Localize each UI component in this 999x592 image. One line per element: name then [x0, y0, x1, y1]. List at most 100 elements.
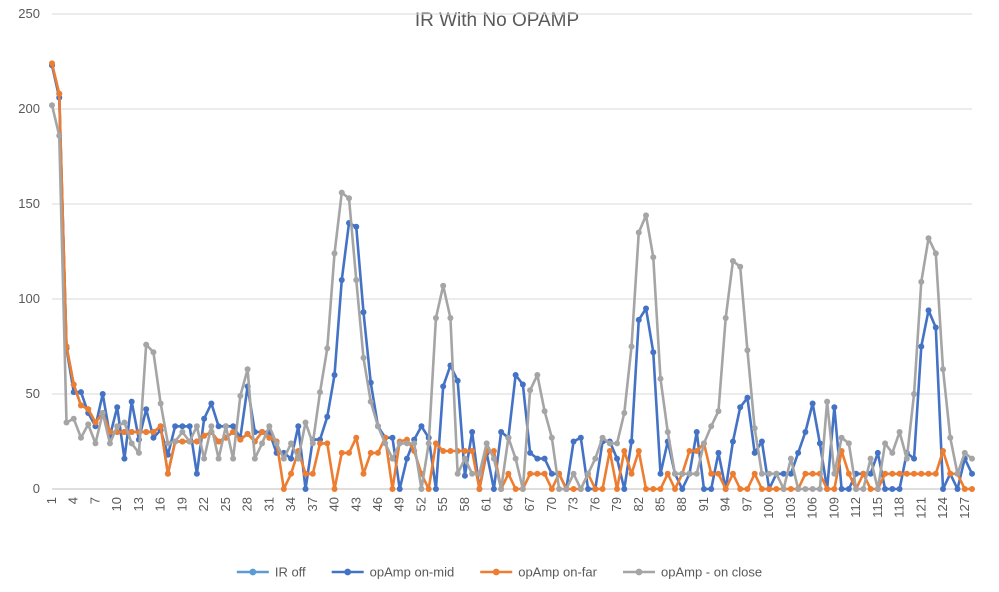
data-point — [519, 486, 526, 492]
data-point — [360, 309, 367, 316]
legend-item: opAmp - on close — [622, 565, 762, 580]
data-point — [947, 434, 954, 441]
data-point — [787, 470, 794, 477]
data-point — [454, 377, 461, 384]
data-point — [729, 470, 736, 477]
data-point — [288, 470, 295, 477]
data-point — [476, 486, 483, 492]
data-point — [773, 470, 780, 477]
legend-marker — [492, 568, 500, 576]
data-point — [758, 470, 765, 477]
data-point — [744, 347, 751, 354]
data-point — [346, 195, 353, 202]
data-point — [317, 440, 324, 447]
data-point — [527, 449, 534, 456]
y-tick-label: 0 — [33, 481, 40, 496]
data-point — [693, 470, 700, 477]
x-tick-label: 112 — [848, 497, 863, 518]
data-point — [606, 440, 613, 447]
data-point — [787, 455, 794, 462]
data-point — [599, 434, 606, 441]
legend: IR off opAmp on-mid opAmp on-far opAmp - on… — [236, 565, 762, 580]
x-tick-label: 7 — [87, 497, 102, 504]
data-point — [534, 470, 541, 477]
x-tick-label: 115 — [870, 497, 885, 518]
data-point — [802, 470, 809, 477]
data-point — [338, 449, 345, 456]
x-tick-label: 43 — [348, 497, 363, 511]
legend-item: IR off — [236, 565, 306, 580]
data-point — [353, 223, 360, 230]
x-tick-label: 91 — [696, 497, 711, 511]
data-point — [548, 434, 555, 441]
data-point — [802, 429, 809, 435]
data-point — [63, 419, 70, 426]
x-tick-label: 37 — [305, 497, 320, 511]
x-tick-label: 109 — [826, 497, 841, 519]
data-point — [215, 438, 222, 445]
data-point — [266, 434, 273, 441]
data-point — [795, 449, 802, 456]
legend-label: opAmp on-mid — [370, 565, 455, 580]
x-tick-label: 94 — [718, 497, 733, 511]
data-point — [476, 470, 483, 477]
x-tick-label: 19 — [174, 497, 189, 511]
gridlines — [52, 13, 972, 490]
data-point — [302, 486, 309, 492]
data-point — [367, 379, 374, 386]
data-point — [867, 470, 874, 477]
data-point — [635, 229, 642, 236]
data-point — [425, 486, 432, 492]
data-point — [606, 448, 613, 454]
data-point — [389, 455, 396, 462]
data-point — [230, 429, 237, 435]
data-point — [643, 486, 650, 492]
data-point — [845, 486, 852, 492]
data-point — [911, 470, 918, 477]
data-point — [193, 470, 200, 477]
data-point — [447, 315, 454, 321]
data-point — [324, 345, 331, 352]
data-point — [614, 455, 621, 462]
x-tick-label: 118 — [892, 497, 907, 518]
data-point — [563, 486, 570, 492]
data-point — [396, 486, 403, 492]
data-point — [280, 486, 287, 492]
data-point — [932, 470, 939, 477]
data-point — [143, 429, 150, 435]
x-tick-label: 1 — [44, 497, 59, 504]
data-point — [585, 470, 592, 477]
data-point — [317, 389, 324, 396]
data-point — [280, 455, 287, 462]
data-point — [643, 212, 650, 219]
data-point — [483, 440, 490, 447]
data-point — [585, 486, 592, 492]
data-point — [128, 429, 135, 435]
data-point — [288, 455, 295, 462]
data-point — [932, 324, 939, 331]
x-tick-label: 4 — [66, 497, 81, 504]
data-point — [961, 486, 968, 492]
data-point — [918, 343, 925, 350]
data-point — [469, 470, 476, 477]
data-point — [577, 434, 584, 441]
x-tick-label: 79 — [609, 497, 624, 511]
x-tick-label: 16 — [153, 497, 168, 511]
legend-marker — [344, 568, 352, 576]
data-point — [766, 486, 773, 492]
data-point — [70, 415, 77, 422]
data-point — [570, 486, 577, 492]
x-tick-label: 124 — [935, 497, 950, 519]
x-tick-label: 127 — [957, 497, 972, 519]
data-point — [403, 440, 410, 447]
y-tick-label: 200 — [18, 101, 40, 116]
data-point — [505, 434, 512, 441]
data-point — [621, 410, 628, 416]
data-point — [874, 486, 881, 492]
data-point — [85, 421, 92, 428]
data-point — [650, 349, 657, 356]
data-point — [700, 440, 707, 447]
data-point — [867, 486, 874, 492]
data-point — [635, 316, 642, 323]
